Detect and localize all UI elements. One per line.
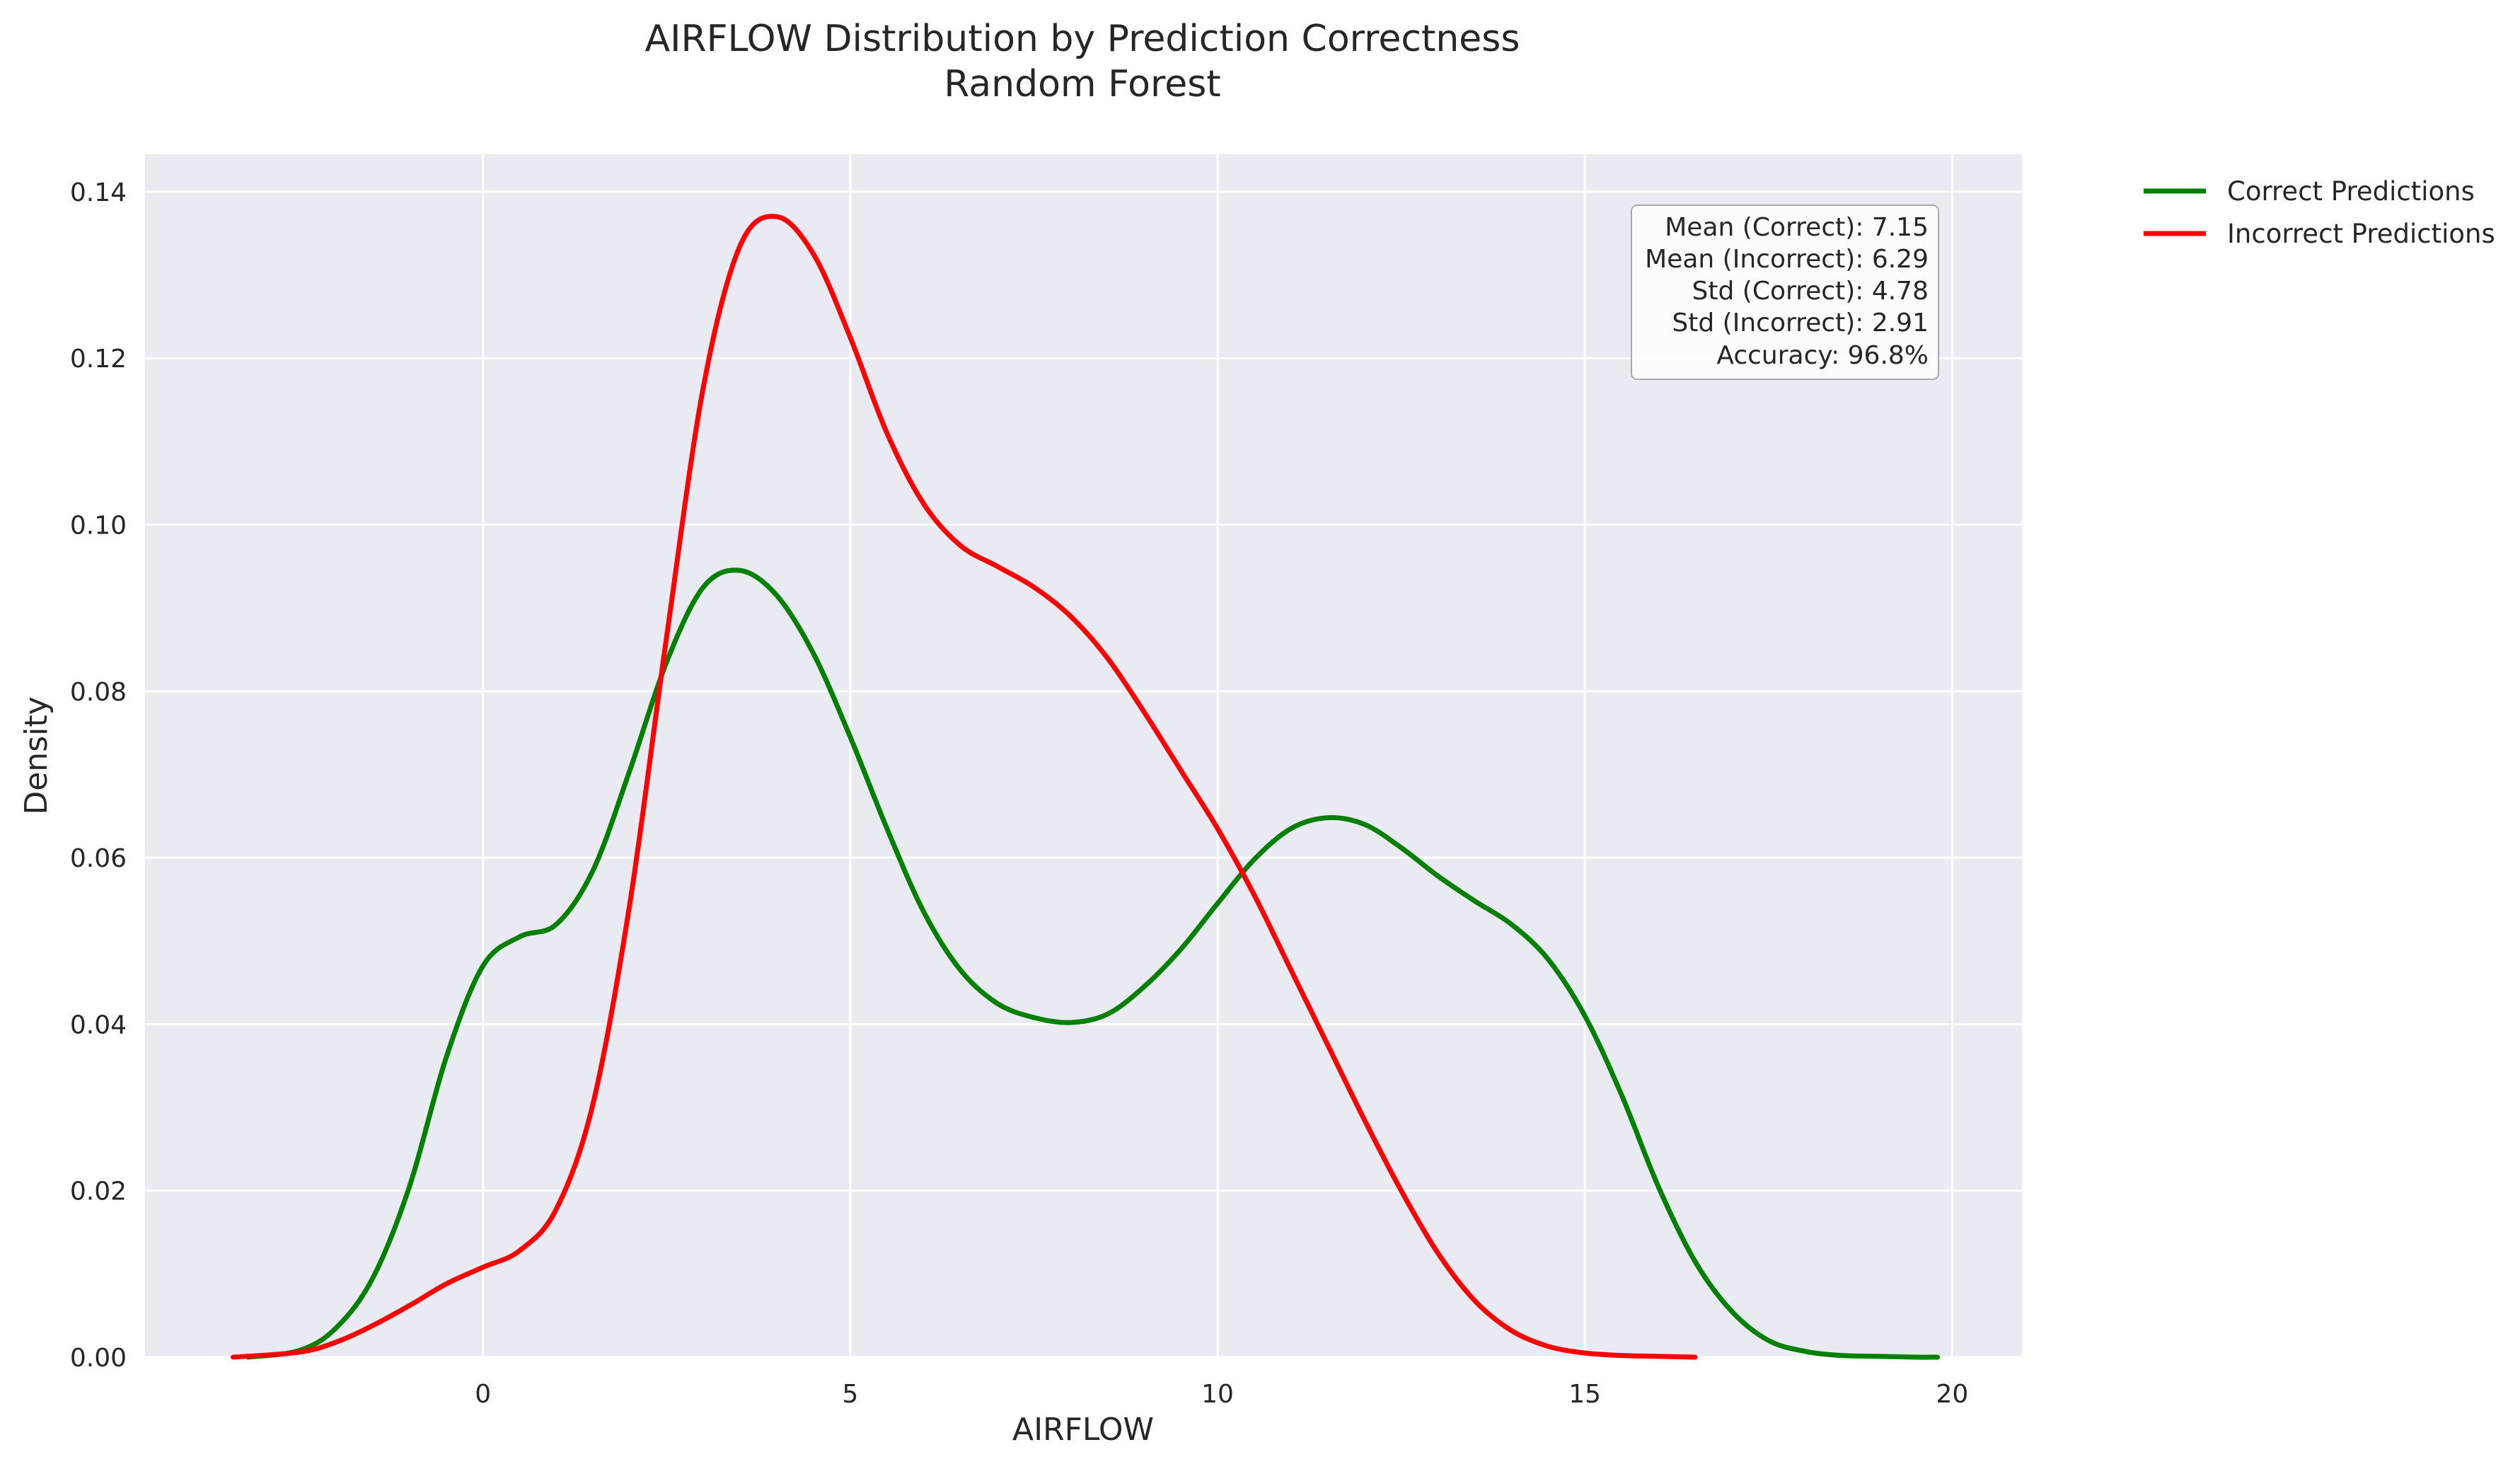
chart-subtitle: Random Forest <box>944 63 1220 105</box>
y-axis-label: Density <box>18 696 54 814</box>
series-line-correct <box>245 567 1941 1360</box>
y-tick-label: 0.04 <box>70 1010 127 1039</box>
y-tick-label: 0.10 <box>70 512 127 541</box>
x-tick-label: 0 <box>475 1380 491 1409</box>
x-tick-label: 15 <box>1568 1380 1601 1409</box>
chart-title: AIRFLOW Distribution by Prediction Corre… <box>645 18 1520 60</box>
y-tick-label: 0.00 <box>70 1344 127 1373</box>
stats-mean-incorrect: Mean (Incorrect): 6.29 <box>1645 245 1929 274</box>
tick-labels: 0 5 10 15 20 0.00 0.02 0.04 0.06 0.08 0.10 0.12 0.14 <box>70 178 1968 1409</box>
series-layer <box>231 214 1941 1360</box>
y-tick-label: 0.08 <box>70 678 127 707</box>
stats-annotation: Mean (Correct): 7.15 Mean (Incorrect): 6… <box>1631 204 1939 380</box>
x-axis-label: AIRFLOW <box>1012 1412 1154 1448</box>
legend-label-correct: Correct Predictions <box>2227 176 2475 207</box>
x-tick-label: 10 <box>1201 1380 1234 1409</box>
x-tick-label: 20 <box>1936 1380 1968 1409</box>
y-tick-label: 0.14 <box>70 178 127 207</box>
legend: Correct Predictions Incorrect Prediction… <box>2144 176 2495 249</box>
stats-std-correct: Std (Correct): 4.78 <box>1692 277 1929 306</box>
y-tick-label: 0.02 <box>70 1177 127 1206</box>
stats-mean-correct: Mean (Correct): 7.15 <box>1665 213 1929 242</box>
series-line-incorrect <box>231 214 1698 1360</box>
x-tick-label: 5 <box>842 1380 858 1409</box>
stats-box <box>1631 204 1939 380</box>
y-tick-label: 0.06 <box>70 844 127 873</box>
y-tick-label: 0.12 <box>70 345 127 374</box>
stats-std-incorrect: Std (Incorrect): 2.91 <box>1672 309 1929 338</box>
legend-label-incorrect: Incorrect Predictions <box>2227 219 2495 249</box>
stats-accuracy: Accuracy: 96.8% <box>1716 341 1929 370</box>
